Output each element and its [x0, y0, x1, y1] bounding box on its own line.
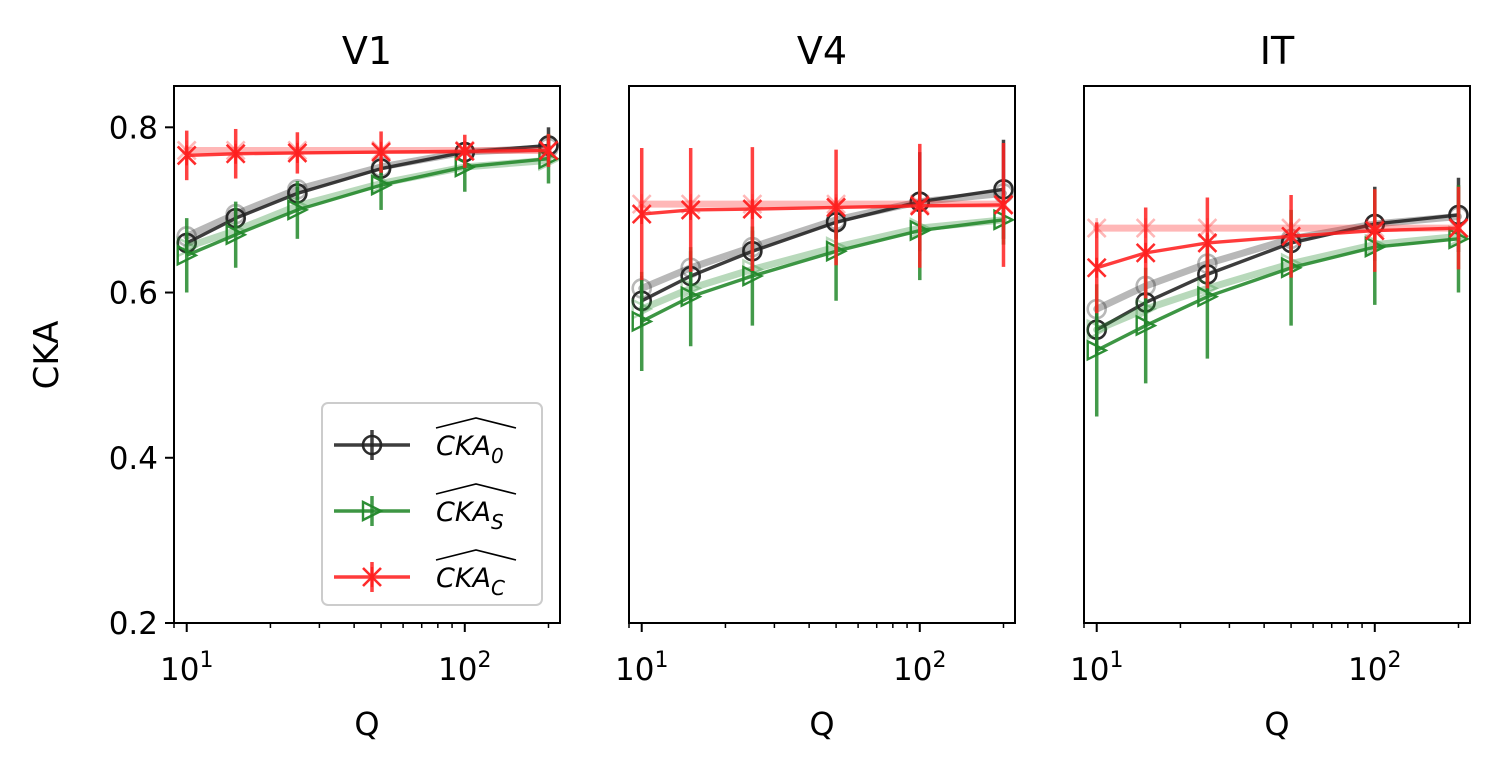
x-axis-label: Q	[809, 705, 834, 743]
data-point	[1448, 218, 1469, 239]
x-tick-label: 101	[1070, 648, 1123, 688]
panel-title: V1	[342, 29, 392, 73]
data-point	[680, 285, 703, 308]
data-line	[186, 148, 549, 158]
legend-entry: CKA0	[334, 417, 517, 468]
legend-marker	[361, 500, 384, 522]
legend-frame	[321, 402, 543, 606]
x-axis-label: Q	[1264, 705, 1289, 743]
x-axis-label: Q	[354, 705, 379, 743]
data-point	[371, 142, 391, 163]
panel-v1: V1 Q 101 102 0.2 0.4 0.6 0.8	[109, 29, 561, 743]
data-line	[640, 218, 1004, 323]
legend-label: CKA0	[436, 431, 504, 468]
axes-frame	[173, 85, 561, 624]
data-point	[680, 199, 701, 220]
legend-hat	[435, 417, 517, 429]
data-point	[826, 197, 846, 218]
axes-frame	[1083, 85, 1471, 624]
legend-hat	[435, 483, 517, 495]
x-tick-label: 102	[893, 648, 946, 688]
legend-entry: CKAC	[334, 549, 517, 600]
y-tick-label: 0.8	[109, 110, 158, 146]
data-point	[287, 198, 310, 221]
panel-title: IT	[1260, 29, 1295, 73]
data-point	[742, 199, 763, 220]
legend-marker	[361, 434, 383, 456]
legend: CKA0 CKAS CKAC	[321, 402, 543, 606]
x-tick-label: 101	[160, 648, 213, 688]
data-point	[287, 142, 308, 163]
data-point	[225, 143, 246, 164]
data-point	[1197, 285, 1220, 308]
data-point	[225, 223, 248, 246]
data-point	[538, 140, 559, 161]
legend-entry: CKAS	[334, 483, 517, 534]
data-point	[370, 174, 393, 197]
series-cka-c	[631, 143, 1014, 281]
series-cka-c	[1086, 186, 1469, 314]
panel-title: V4	[797, 29, 847, 73]
series-cka-s	[176, 133, 561, 293]
data-point	[1364, 220, 1385, 241]
x-tick-label: 102	[438, 648, 491, 688]
y-axis-label: CKA	[27, 321, 67, 390]
series-cka-c	[176, 128, 559, 181]
data-point	[1281, 226, 1301, 247]
faint-line	[1093, 232, 1462, 334]
data-point	[1086, 257, 1107, 278]
data-point	[1135, 314, 1158, 337]
data-point	[176, 145, 197, 166]
legend-label: CKAS	[436, 497, 504, 534]
legend-marker	[362, 567, 382, 587]
data-point	[742, 265, 765, 287]
data-point	[176, 244, 199, 267]
data-point	[631, 204, 652, 225]
data-line	[1096, 226, 1459, 270]
data-point	[1135, 242, 1156, 263]
data-point	[909, 195, 930, 216]
data-point	[993, 194, 1014, 215]
legend-label: CKAC	[436, 563, 505, 600]
y-tick-label: 0.4	[109, 441, 158, 477]
x-tick-label: 102	[1348, 648, 1401, 688]
panel-it: IT Q 101 102	[1070, 29, 1471, 743]
data-point	[454, 141, 475, 162]
y-tick-label: 0.6	[109, 276, 158, 312]
data-line	[641, 203, 1004, 216]
y-tick-label: 0.2	[109, 606, 158, 642]
legend-hat	[435, 549, 517, 561]
axes-frame	[628, 85, 1016, 624]
data-point	[631, 310, 654, 333]
data-point	[1086, 339, 1109, 362]
data-point	[1197, 232, 1218, 253]
x-tick-label: 101	[615, 648, 668, 688]
panel-v4: V4 Q 101 102	[615, 29, 1016, 743]
